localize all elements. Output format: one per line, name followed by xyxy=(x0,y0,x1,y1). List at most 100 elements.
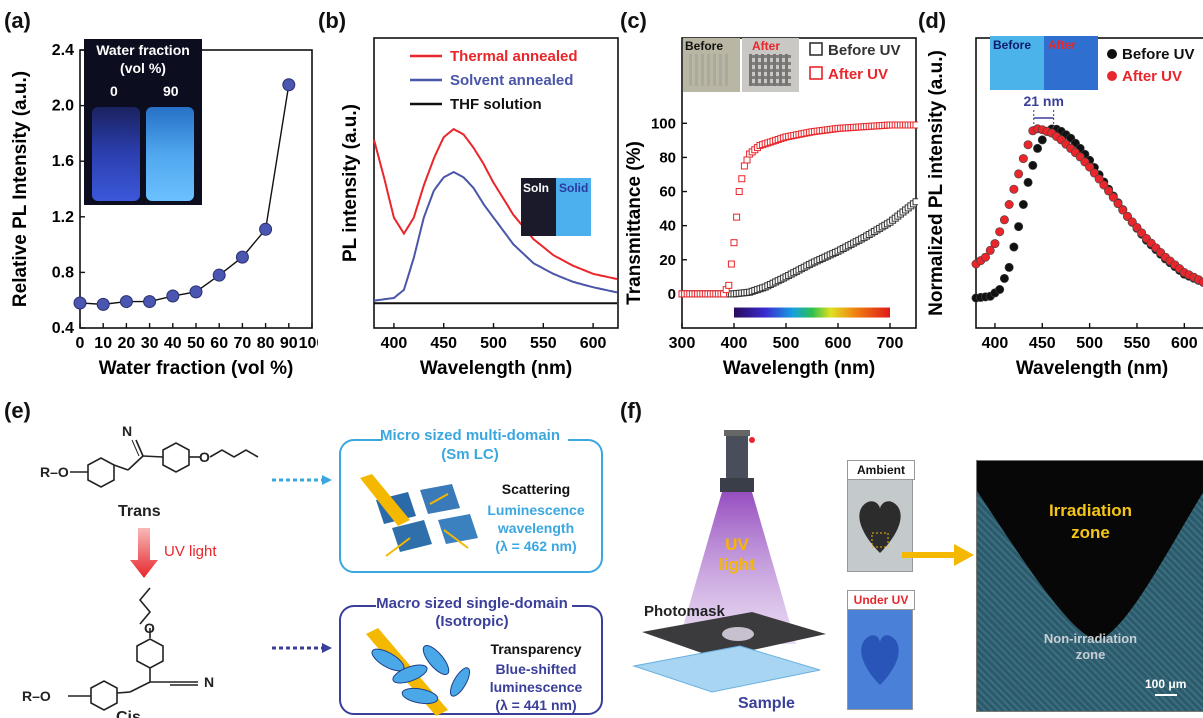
y-tick-label: 1.6 xyxy=(52,153,74,170)
data-point-1 xyxy=(1014,222,1024,232)
qr-photo-inset: Before After xyxy=(683,38,799,92)
y-tick-label: 2.4 xyxy=(52,42,74,59)
inset-before-label-d: Before xyxy=(993,38,1032,52)
data-point xyxy=(166,289,180,303)
spectrum-bar xyxy=(734,307,890,318)
y-axis-label: Normalized PL intensity (a.u.) xyxy=(926,50,947,316)
ro-label-top: R–O xyxy=(40,464,69,480)
data-point xyxy=(235,250,249,264)
x-axis-label: Water fraction (vol %) xyxy=(99,358,294,379)
macro-domain-illustration xyxy=(366,628,471,716)
data-point-2 xyxy=(725,281,733,289)
film-photo-inset: Before After xyxy=(990,36,1098,90)
data-point-2 xyxy=(1018,154,1028,164)
micrograph: Irradiation zone Non-irradiation zone 10… xyxy=(976,460,1203,712)
trans-label: Trans xyxy=(118,503,161,520)
data-point-1 xyxy=(1009,242,1019,252)
trans-molecule xyxy=(70,439,259,488)
data-point-2 xyxy=(735,188,743,196)
panel-label-e: (e) xyxy=(4,398,31,423)
macro-property: Transparency xyxy=(490,641,581,657)
n-label-bottom: N xyxy=(204,674,214,690)
y-tick-label: 0.4 xyxy=(52,320,74,337)
ro-label-bottom: R–O xyxy=(22,688,51,704)
data-point-2 xyxy=(1108,192,1118,202)
inset-before-label-c: Before xyxy=(685,39,724,53)
y-tick-label: 0 xyxy=(668,286,676,303)
x-tick-label: 450 xyxy=(1029,335,1056,352)
x-tick-label: 60 xyxy=(210,335,228,352)
uv-setup-illustration: UV light Photomask Sample xyxy=(632,430,826,712)
series-line-1 xyxy=(373,127,618,280)
data-point xyxy=(96,297,110,311)
sample-label: Sample xyxy=(738,695,795,712)
legend-marker-1 xyxy=(1107,49,1117,59)
y-tick-label: 100 xyxy=(651,115,676,132)
x-axis-label: Wavelength (nm) xyxy=(420,358,572,379)
legend-marker-2 xyxy=(1107,71,1117,81)
cis-molecule xyxy=(68,587,170,711)
x-tick-label: 550 xyxy=(530,335,557,352)
series-line xyxy=(79,84,290,306)
plot-frame xyxy=(681,37,917,329)
x-tick-label: 500 xyxy=(480,335,507,352)
uv-arrow xyxy=(130,528,158,578)
y-tick-label: 40 xyxy=(659,218,676,235)
shift-annotation: 21 nm xyxy=(1023,93,1063,109)
data-point-2 xyxy=(995,227,1005,237)
micro-property: Scattering xyxy=(502,481,570,497)
photomask-label: Photomask xyxy=(644,603,726,620)
soln-solid-inset: Soln Solid xyxy=(521,178,591,236)
x-tick-label: 300 xyxy=(669,335,696,352)
under-uv-label: Under UV xyxy=(847,590,915,610)
micro-lum-2: wavelength xyxy=(497,520,574,536)
x-tick-label: 500 xyxy=(773,335,800,352)
y-tick-label: 60 xyxy=(659,184,676,201)
x-tick-label: 20 xyxy=(118,335,136,352)
legend-label-2: After UV xyxy=(828,66,888,83)
y-axis-label: PL intensity (a.u.) xyxy=(340,104,361,262)
data-point xyxy=(119,295,133,309)
data-point-1 xyxy=(1004,262,1014,272)
x-tick-label: 400 xyxy=(721,335,748,352)
data-point-1 xyxy=(995,284,1005,294)
legend-label-1: Before UV xyxy=(1122,46,1195,63)
uv-light-label: UV light xyxy=(164,543,217,560)
y-tick-label: 2.0 xyxy=(52,98,74,115)
data-point-2 xyxy=(733,213,741,221)
data-point-2 xyxy=(743,156,751,164)
data-point-2 xyxy=(1113,199,1123,209)
lamp-body xyxy=(726,432,748,480)
cis-label: Cis xyxy=(116,709,141,718)
data-point-2 xyxy=(980,252,990,262)
sample-slide xyxy=(632,645,821,693)
uv-lamp-label-1: UV xyxy=(725,535,749,554)
data-point-1 xyxy=(1018,200,1028,210)
x-tick-label: 80 xyxy=(257,335,275,352)
legend-label-1: Thermal annealed xyxy=(450,48,578,65)
vial-right xyxy=(146,107,194,201)
data-point-2 xyxy=(1198,277,1203,287)
legend-label-1: Before UV xyxy=(828,42,901,59)
scale-bar xyxy=(1155,694,1177,696)
panel-label-c: (c) xyxy=(620,8,647,33)
x-tick-label: 30 xyxy=(141,335,159,352)
data-point-2 xyxy=(1104,186,1114,196)
data-point-2 xyxy=(1009,184,1019,194)
x-tick-label: 500 xyxy=(1076,335,1103,352)
data-point-2 xyxy=(730,239,738,247)
o-label-top: O xyxy=(199,449,210,465)
data-point-2 xyxy=(1085,162,1095,172)
inset-soln-label: Soln xyxy=(523,181,549,195)
data-point-1 xyxy=(999,273,1009,283)
data-point xyxy=(189,285,203,299)
legend-marker-1 xyxy=(809,42,823,56)
data-point xyxy=(143,295,157,309)
data-point-1 xyxy=(1028,160,1038,170)
data-point-2 xyxy=(738,175,746,183)
chart-c: 300 400 500 600 700 0 20 40 60 80 100 Wavelength (n… xyxy=(624,37,918,379)
inset-after-label-d: After xyxy=(1048,38,1077,52)
data-point-2 xyxy=(912,121,918,129)
y-axis-label: Transmittance (%) xyxy=(624,141,645,305)
